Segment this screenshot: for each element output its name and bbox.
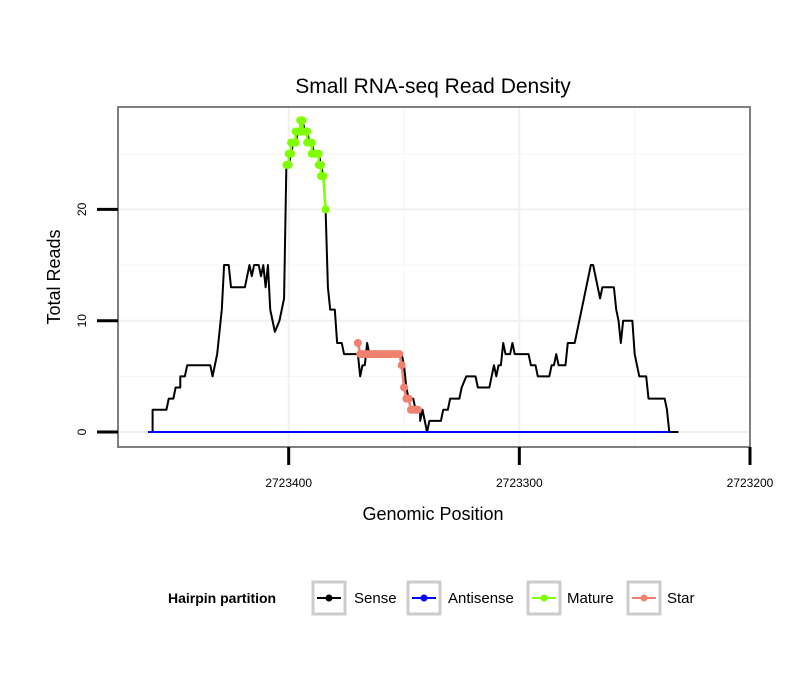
sense-line — [147, 119, 679, 433]
mature-point — [286, 149, 295, 158]
series-layer — [147, 116, 679, 433]
legend-label-star: Star — [667, 590, 695, 607]
mature-point — [314, 149, 323, 158]
legend-key-point — [325, 594, 333, 602]
y-axis: 0 10 20 — [75, 202, 118, 435]
mature-point — [303, 127, 312, 136]
mature-point — [284, 160, 293, 169]
chart-title: Small RNA-seq Read Density — [295, 75, 571, 98]
legend-label-sense: Sense — [354, 590, 397, 607]
star-point — [397, 361, 406, 370]
plot-background — [118, 107, 750, 447]
legend-key-point — [540, 594, 548, 602]
legend-item-sense: Sense — [311, 580, 397, 616]
mature-point — [291, 138, 300, 147]
star-point — [395, 350, 404, 359]
mature-point — [298, 116, 307, 125]
series-star — [353, 338, 422, 414]
y-tick-label: 10 — [75, 314, 89, 328]
x-axis-title: Genomic Position — [362, 504, 503, 524]
legend: Hairpin partition Sense Antisense Mature St… — [168, 580, 695, 616]
mature-point — [321, 205, 330, 214]
legend-item-star: Star — [626, 580, 695, 616]
x-tick-label: 2723400 — [265, 476, 312, 490]
mature-point — [307, 138, 316, 147]
star-point — [413, 405, 422, 414]
mature-point — [316, 160, 325, 169]
legend-key-point — [420, 594, 428, 602]
series-mature — [282, 116, 330, 214]
legend-label-antisense: Antisense — [448, 590, 514, 607]
legend-title: Hairpin partition — [168, 590, 276, 606]
legend-label-mature: Mature — [567, 590, 614, 607]
y-tick-label: 20 — [75, 202, 89, 216]
legend-item-mature: Mature — [526, 580, 614, 616]
x-tick-label: 2723300 — [496, 476, 543, 490]
y-tick-label: 0 — [75, 428, 89, 435]
star-point — [404, 394, 413, 403]
star-point — [400, 383, 409, 392]
plot-border — [117, 106, 751, 448]
legend-key-point — [640, 594, 648, 602]
mature-point — [319, 172, 328, 181]
legend-item-antisense: Antisense — [406, 580, 514, 616]
x-tick-label: 2723200 — [727, 476, 774, 490]
x-axis: 2723400 2723300 2723200 — [265, 447, 774, 490]
y-axis-title: Total Reads — [44, 229, 64, 324]
star-point — [353, 338, 362, 347]
series-sense — [147, 119, 679, 433]
